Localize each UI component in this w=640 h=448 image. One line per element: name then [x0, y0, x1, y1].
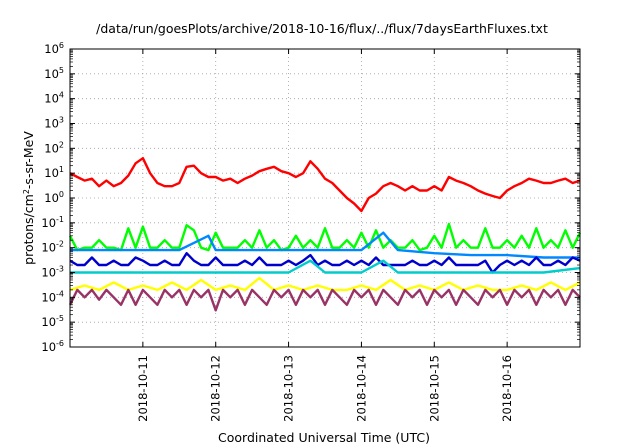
y-tick-exponent: -2 [56, 240, 64, 249]
y-tick-label: 10-5 [41, 314, 64, 329]
y-tick-label: 101 [44, 165, 64, 180]
y-axis-label-exponent: 2 [22, 189, 31, 194]
y-tick-label: 102 [44, 140, 64, 155]
y-tick-base: 10 [44, 117, 59, 131]
y-tick-label: 104 [44, 91, 64, 106]
x-tick-label: 2018-10-13 [282, 355, 296, 422]
y-tick-label: 10-1 [41, 215, 64, 230]
y-tick-base: 10 [41, 266, 56, 280]
series-line-1 [68, 222, 582, 252]
y-tick-base: 10 [44, 191, 59, 205]
y-tick-label: 10-6 [41, 339, 64, 354]
y-tick-labels: 10610510410310210110010-110-210-310-410-… [41, 41, 580, 354]
y-tick-exponent: 1 [59, 165, 64, 174]
y-tick-base: 10 [41, 340, 56, 354]
y-axis-label-unit: protons/cm [21, 194, 36, 265]
y-tick-base: 10 [41, 216, 56, 230]
y-tick-label: 103 [44, 116, 64, 131]
y-tick-exponent: 4 [59, 91, 64, 100]
y-axis-label: protons/cm2-s-sr-MeV [21, 131, 36, 265]
y-tick-exponent: 5 [59, 66, 64, 75]
x-tick-label: 2018-10-14 [354, 355, 368, 422]
y-tick-base: 10 [41, 290, 56, 304]
y-tick-exponent: -5 [56, 314, 64, 323]
series-line-6 [68, 288, 581, 312]
series-group [68, 156, 582, 312]
y-tick-base: 10 [44, 141, 59, 155]
y-axis-label-rest: -s-sr-MeV [21, 131, 36, 189]
series-line-4 [70, 259, 581, 274]
y-tick-exponent: -3 [56, 265, 64, 274]
y-tick-label: 105 [44, 66, 64, 81]
y-tick-base: 10 [44, 92, 59, 106]
chart-title: /data/run/goesPlots/archive/2018-10-16/f… [96, 21, 548, 36]
series-line-5 [69, 276, 581, 292]
y-tick-exponent: -6 [56, 339, 64, 348]
x-tick-label: 2018-10-12 [209, 355, 223, 422]
x-tick-labels: 2018-10-11 2018-10-12 2018-10-13 2018-10-14… [136, 49, 514, 422]
y-tick-label: 100 [44, 190, 64, 205]
y-tick-exponent: -1 [56, 215, 64, 224]
x-tick-label: 2018-10-11 [136, 355, 150, 422]
y-tick-base: 10 [44, 166, 59, 180]
y-tick-label: 10-3 [41, 265, 64, 280]
y-tick-exponent: 0 [59, 190, 64, 199]
y-tick-base: 10 [44, 42, 59, 56]
y-tick-base: 10 [41, 315, 56, 329]
series-line-2 [70, 231, 580, 259]
y-tick-label: 106 [44, 41, 64, 56]
series-line-0 [69, 156, 581, 213]
y-tick-exponent: 2 [59, 140, 64, 149]
y-tick-label: 10-4 [41, 289, 64, 304]
y-tick-base: 10 [44, 67, 59, 81]
x-tick-label: 2018-10-16 [500, 355, 514, 422]
series-line-3 [69, 251, 581, 274]
y-tick-base: 10 [41, 241, 56, 255]
y-tick-exponent: -4 [56, 289, 64, 298]
y-tick-label: 10-2 [41, 240, 64, 255]
x-tick-label: 2018-10-15 [427, 355, 441, 422]
y-tick-exponent: 6 [59, 41, 64, 50]
x-axis-label: Coordinated Universal Time (UTC) [218, 430, 430, 445]
y-tick-exponent: 3 [59, 116, 64, 125]
